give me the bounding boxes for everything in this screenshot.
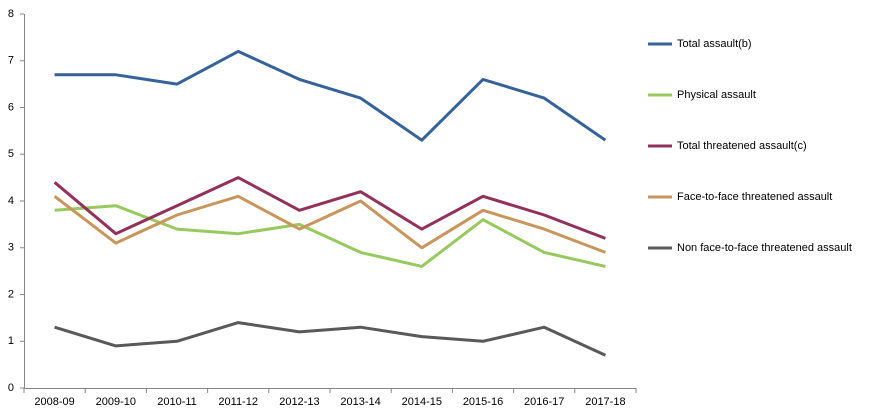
x-tick-label: 2015-16 xyxy=(463,396,503,408)
y-tick-label: 4 xyxy=(8,195,14,207)
x-tick-label: 2009-10 xyxy=(96,396,136,408)
legend-label: Non face-to-face threatened assault xyxy=(677,242,852,254)
y-tick-label: 2 xyxy=(8,288,14,300)
series-line xyxy=(54,321,607,357)
x-tick-label: 2008-09 xyxy=(34,396,74,408)
y-tick-label: 3 xyxy=(8,242,14,254)
series-line xyxy=(53,176,606,240)
y-tick-label: 7 xyxy=(8,55,14,67)
x-tick-label: 2017-18 xyxy=(585,396,625,408)
y-tick-label: 1 xyxy=(8,335,14,347)
x-tick-label: 2010-11 xyxy=(157,396,197,408)
y-tick-label: 8 xyxy=(8,8,14,20)
y-tick-label: 6 xyxy=(8,101,14,113)
legend-label: Physical assault xyxy=(677,89,756,101)
legend-label: Face-to-face threatened assault xyxy=(677,191,832,203)
x-tick-label: 2012-13 xyxy=(279,396,319,408)
x-tick-label: 2016-17 xyxy=(524,396,564,408)
series-line xyxy=(53,194,606,254)
x-tick-label: 2013-14 xyxy=(340,396,380,408)
y-tick-label: 0 xyxy=(8,382,14,394)
x-tick-label: 2014-15 xyxy=(402,396,442,408)
series-line xyxy=(54,204,606,268)
legend-label: Total threatened assault(c) xyxy=(677,140,807,152)
x-tick-label: 2011-12 xyxy=(218,396,258,408)
legend-label: Total assault(b) xyxy=(677,38,752,50)
y-tick-label: 5 xyxy=(8,148,14,160)
series-line xyxy=(54,49,607,142)
